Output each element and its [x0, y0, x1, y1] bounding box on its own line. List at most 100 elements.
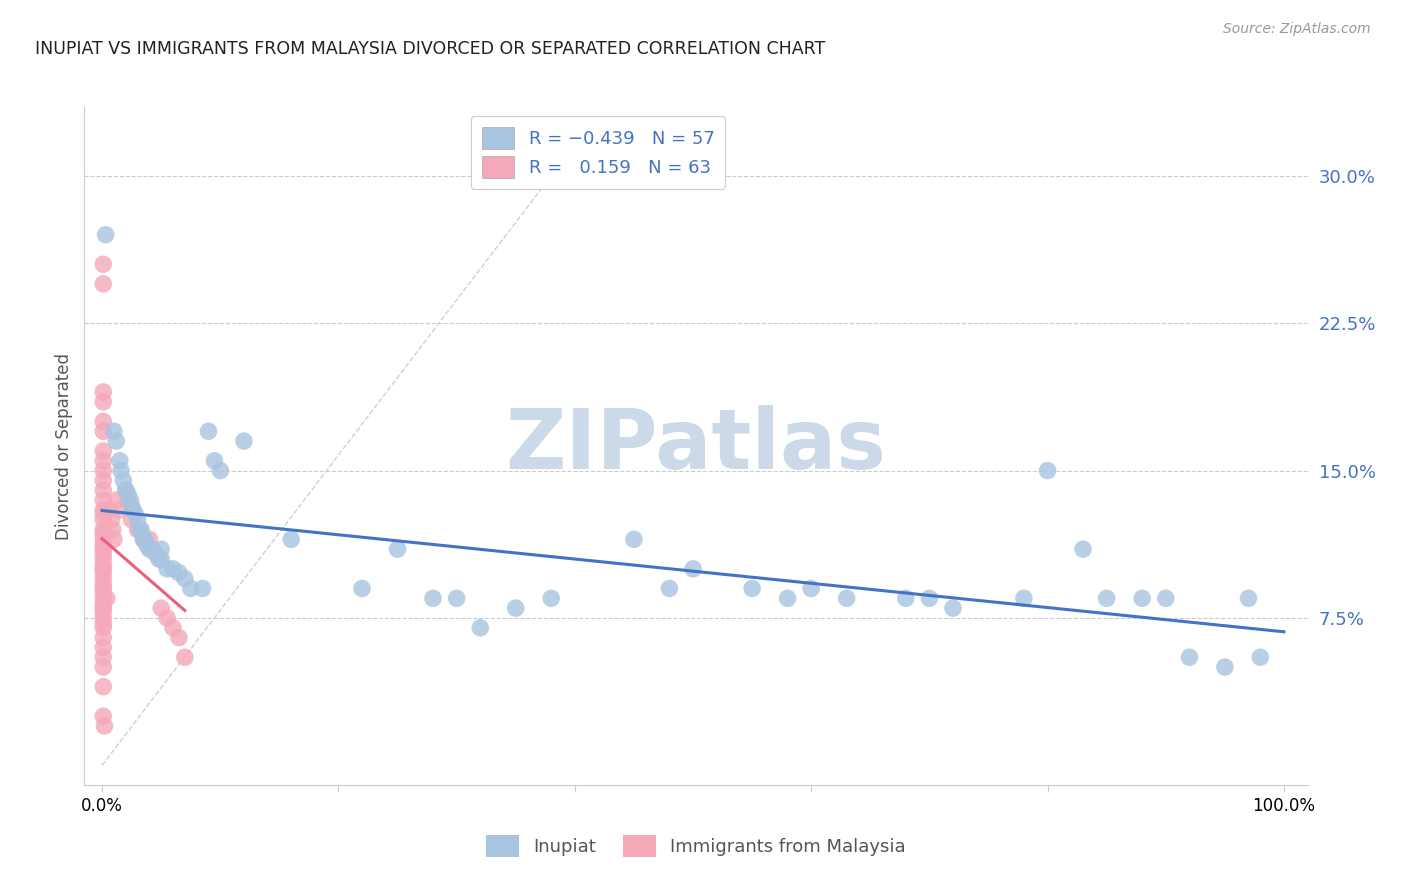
Y-axis label: Divorced or Separated: Divorced or Separated — [55, 352, 73, 540]
Point — [91, 585, 114, 599]
Point — [101, 523, 124, 537]
Point — [117, 493, 139, 508]
Point — [112, 474, 135, 488]
Point — [138, 542, 160, 557]
Point — [280, 533, 302, 547]
Point — [138, 533, 160, 547]
Point — [150, 552, 173, 566]
Point — [105, 434, 128, 448]
Point — [100, 513, 122, 527]
Point — [173, 572, 195, 586]
Point — [180, 582, 202, 596]
Point — [91, 601, 114, 615]
Point — [91, 513, 114, 527]
Point — [173, 650, 195, 665]
Point — [91, 538, 114, 552]
Point — [129, 523, 152, 537]
Point — [1237, 591, 1260, 606]
Point — [91, 572, 114, 586]
Point — [91, 650, 114, 665]
Point — [682, 562, 704, 576]
Point — [143, 546, 166, 560]
Point — [91, 444, 114, 458]
Point — [91, 523, 114, 537]
Point — [1071, 542, 1094, 557]
Point — [1178, 650, 1201, 665]
Point — [191, 582, 214, 596]
Point — [209, 464, 232, 478]
Point — [162, 562, 184, 576]
Point — [121, 499, 143, 513]
Point — [121, 513, 143, 527]
Point — [202, 454, 225, 468]
Point — [127, 513, 149, 527]
Legend: Inupiat, Immigrants from Malaysia: Inupiat, Immigrants from Malaysia — [479, 828, 912, 864]
Point — [127, 523, 149, 537]
Point — [121, 503, 143, 517]
Point — [91, 562, 114, 576]
Point — [91, 493, 114, 508]
Point — [91, 464, 114, 478]
Point — [1249, 650, 1271, 665]
Point — [91, 566, 114, 580]
Point — [117, 487, 139, 501]
Point — [91, 631, 114, 645]
Point — [93, 719, 115, 733]
Point — [918, 591, 941, 606]
Point — [387, 542, 409, 557]
Point — [91, 660, 114, 674]
Point — [505, 601, 527, 615]
Point — [91, 577, 114, 591]
Point — [91, 414, 114, 428]
Point — [156, 611, 179, 625]
Point — [108, 454, 131, 468]
Text: Source: ZipAtlas.com: Source: ZipAtlas.com — [1223, 22, 1371, 37]
Point — [103, 424, 125, 438]
Point — [1095, 591, 1118, 606]
Point — [156, 562, 179, 576]
Point — [114, 483, 136, 498]
Point — [91, 394, 114, 409]
Point — [124, 507, 146, 521]
Point — [446, 591, 468, 606]
Point — [197, 424, 219, 438]
Point — [91, 546, 114, 560]
Point — [91, 526, 114, 541]
Point — [141, 542, 163, 557]
Point — [232, 434, 254, 448]
Point — [162, 621, 184, 635]
Point — [1012, 591, 1035, 606]
Point — [91, 558, 114, 572]
Point — [134, 533, 156, 547]
Point — [108, 503, 131, 517]
Point — [105, 493, 128, 508]
Point — [91, 503, 114, 517]
Point — [91, 277, 114, 291]
Point — [91, 605, 114, 619]
Point — [91, 257, 114, 271]
Point — [129, 523, 152, 537]
Point — [91, 483, 114, 498]
Point — [91, 582, 114, 596]
Text: ZIPatlas: ZIPatlas — [506, 406, 886, 486]
Point — [114, 483, 136, 498]
Point — [942, 601, 965, 615]
Point — [800, 582, 823, 596]
Point — [110, 464, 132, 478]
Point — [1036, 464, 1059, 478]
Point — [352, 582, 374, 596]
Point — [741, 582, 763, 596]
Point — [91, 591, 114, 606]
Point — [91, 621, 114, 635]
Point — [136, 538, 159, 552]
Point — [91, 597, 114, 611]
Point — [150, 601, 173, 615]
Point — [91, 474, 114, 488]
Point — [96, 591, 118, 606]
Point — [1130, 591, 1153, 606]
Point — [776, 591, 799, 606]
Point — [94, 227, 117, 242]
Point — [623, 533, 645, 547]
Point — [98, 503, 121, 517]
Point — [835, 591, 858, 606]
